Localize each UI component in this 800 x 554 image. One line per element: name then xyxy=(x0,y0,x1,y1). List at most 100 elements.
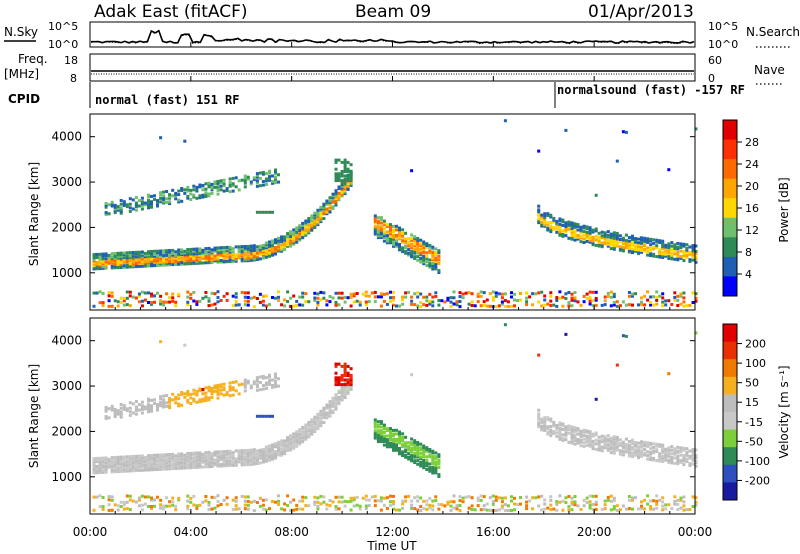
velocity-echo-cell xyxy=(673,461,677,465)
power-echo-cell xyxy=(268,171,271,175)
velocity-echo-cell xyxy=(289,435,293,439)
power-echo-cell xyxy=(392,228,395,232)
power-echo-cell xyxy=(634,238,637,242)
velocity-echo-cell xyxy=(649,450,653,454)
power-echo-cell xyxy=(258,184,262,188)
power-echo-cell xyxy=(543,212,547,216)
velocity-echo-cell xyxy=(594,447,598,451)
velocity-echo-cell xyxy=(295,439,299,443)
power-echo-cell xyxy=(458,305,462,309)
velocity-echo-cell xyxy=(104,409,108,413)
velocity-echo-cell xyxy=(168,404,172,408)
velocity-echo-cell xyxy=(664,503,668,507)
velocity-echo-cell xyxy=(410,441,414,445)
power-echo-cell xyxy=(395,244,398,248)
power-echo-cell xyxy=(143,298,147,302)
power-echo-cell xyxy=(561,234,565,238)
velocity-echo-cell xyxy=(140,468,144,472)
velocity-echo-cell xyxy=(304,433,308,437)
velocity-echo-cell xyxy=(252,449,256,453)
power-echo-cell xyxy=(340,189,344,193)
power-echo-cell xyxy=(143,253,147,257)
velocity-echo-cell xyxy=(419,451,423,455)
power-echo-cell xyxy=(618,238,622,241)
power-echo-cell xyxy=(331,192,335,196)
power-echo-cell xyxy=(122,303,126,307)
power-echo-cell xyxy=(676,251,680,254)
velocity-echo-cell xyxy=(165,504,169,508)
power-echo-cell xyxy=(301,231,305,235)
power-echo-cell xyxy=(479,290,483,294)
velocity-echo-cell xyxy=(140,462,144,466)
power-echo-cell xyxy=(261,255,265,258)
power-echo-cell xyxy=(564,223,568,227)
velocity-echo-cell xyxy=(180,452,184,456)
power-echo-cell xyxy=(307,225,311,228)
velocity-echo-cell xyxy=(201,397,205,401)
velocity-echo-cell xyxy=(543,418,547,421)
velocity-echo-cell xyxy=(216,494,220,498)
power-echo-cell xyxy=(295,226,299,230)
velocity-echo-cell xyxy=(280,439,284,443)
velocity-echo-cell xyxy=(274,443,277,447)
velocity-echo-cell xyxy=(349,380,353,384)
freq-label: Freq. xyxy=(18,52,48,66)
velocity-echo-cell xyxy=(243,507,247,511)
power-echo-cell xyxy=(316,296,320,300)
velocity-echo-cell xyxy=(92,460,96,464)
power-echo-cell xyxy=(609,243,613,247)
power-echo-cell xyxy=(618,234,622,238)
power-echo-cell xyxy=(395,235,398,239)
power-echo-cell xyxy=(567,291,571,294)
power-echo-cell xyxy=(195,260,199,264)
power-echo-cell xyxy=(564,228,568,232)
velocity-echo-cell xyxy=(252,380,256,384)
power-echo-cell xyxy=(652,295,656,299)
velocity-echo-cell xyxy=(612,435,616,439)
velocity-echo-cell xyxy=(537,423,541,427)
velocity-echo-cell xyxy=(349,378,353,382)
power-echo-cell xyxy=(434,256,438,260)
power-echo-cell xyxy=(243,303,247,307)
velocity-echo-cell xyxy=(537,408,541,412)
velocity-echo-cell xyxy=(431,449,435,453)
power-echo-cell xyxy=(425,260,429,264)
velocity-echo-cell xyxy=(334,402,338,406)
velocity-echo-cell xyxy=(567,431,571,435)
power-echo-cell xyxy=(153,256,156,260)
velocity-echo-cell xyxy=(125,468,129,471)
power-echo-cell xyxy=(104,260,108,264)
power-echo-cell xyxy=(603,236,607,240)
velocity-echo-cell xyxy=(313,502,317,506)
velocity-echo-cell xyxy=(264,451,268,455)
power-echo-cell xyxy=(204,291,208,294)
velocity-echo-cell xyxy=(264,450,268,454)
velocity-echo-cell xyxy=(627,495,631,498)
velocity-echo-cell xyxy=(389,443,392,447)
velocity-echo-cell xyxy=(131,462,135,466)
power-echo-cell xyxy=(304,232,308,236)
power-echo-cell xyxy=(258,300,262,304)
power-echo-cell xyxy=(673,248,677,252)
velocity-echo-cell xyxy=(558,437,562,441)
power-echo-cell xyxy=(234,245,238,249)
velocity-echo-cell xyxy=(664,456,668,460)
velocity-echo-cell xyxy=(646,443,650,447)
velocity-echo-cell xyxy=(343,504,347,508)
power-echo-cell xyxy=(413,240,417,244)
power-echo-cell xyxy=(670,257,674,261)
velocity-echo-cell xyxy=(407,441,411,445)
velocity-echo-cell xyxy=(92,458,96,462)
power-echo-cell xyxy=(470,292,474,296)
power-echo-cell xyxy=(134,252,138,256)
velocity-echo-cell xyxy=(322,409,326,413)
velocity-echo-cell xyxy=(258,388,262,392)
velocity-echo-cell xyxy=(549,428,553,432)
velocity-echo-cell xyxy=(216,389,220,393)
velocity-echo-cell xyxy=(667,372,671,376)
velocity-echo-cell xyxy=(137,456,141,460)
power-echo-cell xyxy=(694,255,698,259)
velocity-echo-cell xyxy=(537,504,541,508)
power-echo-cell xyxy=(349,176,353,180)
